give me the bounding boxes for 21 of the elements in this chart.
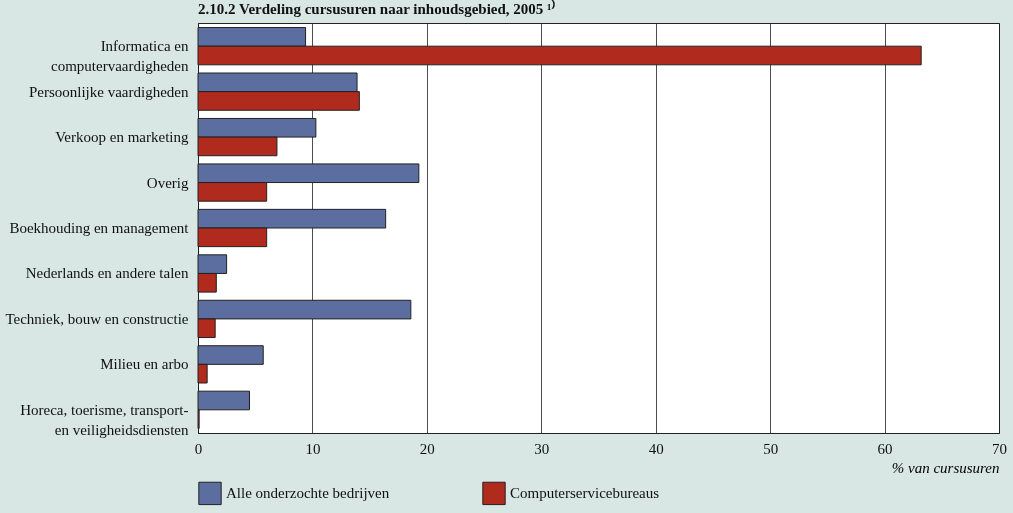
x-tick-label: 40	[648, 440, 664, 457]
y-tick-label: Overig	[146, 174, 189, 191]
y-tick-label: Milieu en arbo	[100, 356, 189, 373]
y-tick-label: Informatica en computervaardigheden	[51, 38, 189, 75]
y-tick-label: Boekhouding en management	[9, 220, 190, 236]
y-tick-label: Techniek, bouw en constructie	[5, 310, 189, 327]
legend-label: Alle onderzochte bedrijven	[226, 485, 390, 502]
x-tick-label: 50	[763, 440, 779, 457]
chart-title: 2.10.2 Verdeling cursusuren naar inhoudsgebied, 2005 ¹⁾	[198, 0, 555, 17]
x-tick-label: 60	[877, 440, 893, 457]
x-tick-label: 20	[419, 440, 435, 457]
y-tick-label: Verkoop en marketing	[55, 129, 189, 146]
x-tick-label: 10	[305, 440, 321, 457]
x-tick-label: 30	[534, 440, 550, 457]
y-tick-label: Persoonlijke vaardigheden	[28, 83, 189, 100]
legend-label: Computerservicebureaus	[510, 485, 660, 502]
x-axis-title: % van cursusuren	[891, 459, 1000, 476]
y-tick-label: Horeca, toerisme, transport- en veiligheidsdiensten	[20, 401, 189, 438]
x-tick-label: 70	[992, 440, 1007, 457]
x-tick-label: 0	[194, 440, 203, 457]
y-tick-label: Nederlands en andere talen	[25, 265, 189, 282]
